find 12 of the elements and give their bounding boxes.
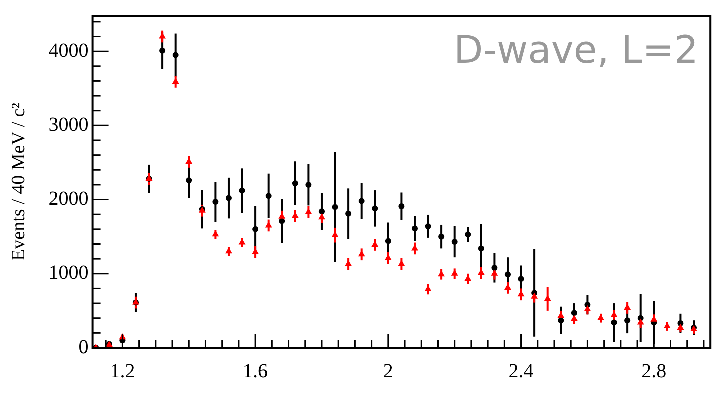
y-tick-label: 3000 <box>48 114 89 136</box>
annotation: D-wave, L=2 <box>454 28 699 72</box>
y-tick-label: 0 <box>78 336 89 358</box>
y-tick-label: 2000 <box>48 188 89 210</box>
x-tick-label: 1.6 <box>243 360 268 382</box>
x-tick-label: 2.8 <box>642 360 667 382</box>
y-axis-title: Events / 40 MeV / c² <box>8 102 30 261</box>
y-tick-label: 1000 <box>48 262 89 284</box>
x-tick-label: 2 <box>383 360 394 382</box>
y-tick-label: 4000 <box>48 40 89 62</box>
x-tick-label: 2.4 <box>508 360 534 382</box>
x-tick-label: 1.2 <box>110 360 136 382</box>
